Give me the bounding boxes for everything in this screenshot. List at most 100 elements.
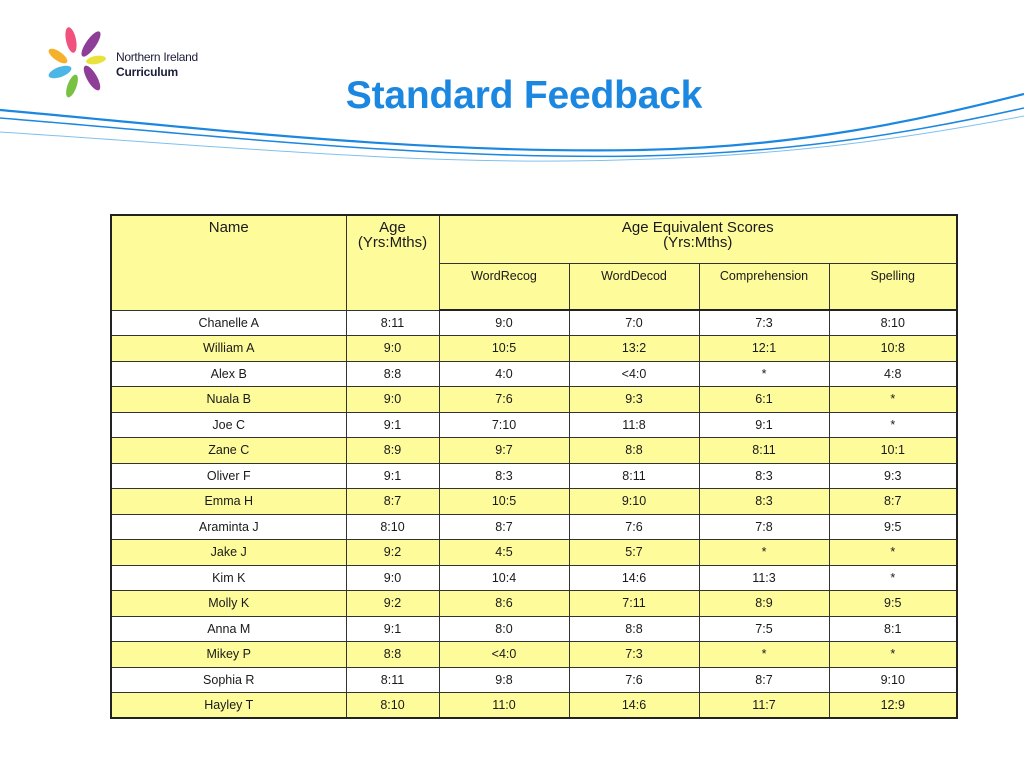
cell-spelling: * [828, 411, 958, 438]
swoosh-line-faint [0, 115, 1024, 162]
cell-comprehension: 8:3 [698, 462, 830, 489]
cell-worddecod: 8:8 [568, 615, 700, 642]
cell-worddecod: 7:0 [568, 309, 700, 336]
cell-age: 8:8 [345, 360, 440, 387]
cell-worddecod: 11:8 [568, 411, 700, 438]
header-group-line-1: Age Equivalent Scores [621, 219, 774, 236]
cell-worddecod: 14:6 [568, 692, 700, 719]
table-row: Zane C 8:9 9:7 8:8 8:11 10:1 [110, 437, 958, 464]
table-row: Kim K 9:0 10:4 14:6 11:3 * [110, 564, 958, 591]
cell-age: 9:1 [345, 411, 440, 438]
logo-petal-pink [65, 27, 77, 53]
swoosh-line-upper [0, 92, 1024, 152]
cell-spelling: 10:8 [828, 335, 958, 362]
cell-wordrecog: 8:0 [438, 615, 570, 642]
cell-age: 8:8 [345, 641, 440, 668]
cell-spelling: 9:5 [828, 590, 958, 617]
cell-spelling: 10:1 [828, 437, 958, 464]
cell-comprehension: 8:9 [698, 590, 830, 617]
cell-age: 8:11 [345, 666, 440, 693]
cell-wordrecog: <4:0 [438, 641, 570, 668]
cell-comprehension: 9:1 [698, 411, 830, 438]
cell-comprehension: 7:5 [698, 615, 830, 642]
cell-age: 8:9 [345, 437, 440, 464]
logo-petal-violet [83, 65, 101, 91]
cell-name: Zane C [110, 437, 347, 464]
cell-comprehension: * [698, 641, 830, 668]
cell-spelling: 12:9 [828, 692, 958, 719]
table-row: Sophia R 8:11 9:8 7:6 8:7 9:10 [110, 666, 958, 693]
cell-wordrecog: 7:6 [438, 386, 570, 413]
table-row: Araminta J 8:10 8:7 7:6 7:8 9:5 [110, 513, 958, 540]
cell-worddecod: 7:6 [568, 513, 700, 540]
cell-age: 9:2 [345, 539, 440, 566]
logo-text: Northern Ireland Curriculum [116, 50, 198, 80]
cell-age: 8:10 [345, 513, 440, 540]
table-row: Nuala B 9:0 7:6 9:3 6:1 * [110, 386, 958, 413]
cell-age: 8:10 [345, 692, 440, 719]
cell-wordrecog: 9:7 [438, 437, 570, 464]
page-title: Standard Feedback [345, 74, 703, 117]
cell-comprehension: * [698, 360, 830, 387]
cell-comprehension: * [698, 539, 830, 566]
cell-name: Sophia R [110, 666, 347, 693]
cell-spelling: * [828, 641, 958, 668]
cell-name: Nuala B [110, 386, 347, 413]
table-row: Alex B 8:8 4:0 <4:0 * 4:8 [110, 360, 958, 387]
cell-age: 9:2 [345, 590, 440, 617]
cell-name: Molly K [110, 590, 347, 617]
pinwheel-logo-icon [48, 27, 106, 98]
header-comprehension: Comprehension [698, 263, 830, 311]
cell-worddecod: 14:6 [568, 564, 700, 591]
cell-comprehension: 8:7 [698, 666, 830, 693]
header-worddecod: WordDecod [568, 263, 700, 311]
cell-worddecod: 5:7 [568, 539, 700, 566]
cell-comprehension: 6:1 [698, 386, 830, 413]
cell-spelling: 4:8 [828, 360, 958, 387]
header-name: Name [110, 214, 347, 311]
cell-age: 9:0 [345, 564, 440, 591]
table-row: Hayley T 8:10 11:0 14:6 11:7 12:9 [110, 692, 958, 719]
logo-petal-green [66, 74, 78, 98]
cell-comprehension: 7:3 [698, 309, 830, 336]
cell-comprehension: 12:1 [698, 335, 830, 362]
cell-name: Chanelle A [110, 309, 347, 336]
cell-worddecod: <4:0 [568, 360, 700, 387]
cell-worddecod: 13:2 [568, 335, 700, 362]
table-row: Anna M 9:1 8:0 8:8 7:5 8:1 [110, 615, 958, 642]
logo-petal-blue [48, 65, 72, 79]
cell-spelling: * [828, 564, 958, 591]
header-age-equivalent-scores: Age Equivalent Scores (Yrs:Mths) [438, 214, 958, 264]
cell-age: 9:0 [345, 386, 440, 413]
cell-worddecod: 8:11 [568, 462, 700, 489]
cell-age: 9:0 [345, 335, 440, 362]
cell-wordrecog: 4:0 [438, 360, 570, 387]
cell-wordrecog: 4:5 [438, 539, 570, 566]
cell-wordrecog: 10:4 [438, 564, 570, 591]
cell-wordrecog: 10:5 [438, 488, 570, 515]
cell-worddecod: 9:3 [568, 386, 700, 413]
cell-wordrecog: 8:6 [438, 590, 570, 617]
feedback-table: Name Age (Yrs:Mths) Age Equivalent Score… [110, 214, 958, 719]
cell-name: Hayley T [110, 692, 347, 719]
cell-wordrecog: 7:10 [438, 411, 570, 438]
table-row: Chanelle A 8:11 9:0 7:0 7:3 8:10 [110, 309, 958, 336]
cell-name: William A [110, 335, 347, 362]
cell-age: 9:1 [345, 462, 440, 489]
cell-comprehension: 8:3 [698, 488, 830, 515]
cell-age: 8:11 [345, 309, 440, 336]
cell-age: 8:7 [345, 488, 440, 515]
northern-ireland-curriculum-logo: Northern Ireland Curriculum [44, 26, 219, 102]
cell-name: Oliver F [110, 462, 347, 489]
cell-spelling: 8:10 [828, 309, 958, 336]
logo-petal-orange [48, 48, 68, 64]
swoosh-line-lower [0, 107, 1024, 158]
table-row: William A 9:0 10:5 13:2 12:1 10:8 [110, 335, 958, 362]
cell-name: Emma H [110, 488, 347, 515]
cell-wordrecog: 8:3 [438, 462, 570, 489]
header-group-line-2: (Yrs:Mths) [663, 234, 733, 251]
table-row: Mikey P 8:8 <4:0 7:3 * * [110, 641, 958, 668]
cell-spelling: 9:10 [828, 666, 958, 693]
logo-petal-yellow [86, 55, 106, 65]
table-row: Oliver F 9:1 8:3 8:11 8:3 9:3 [110, 462, 958, 489]
